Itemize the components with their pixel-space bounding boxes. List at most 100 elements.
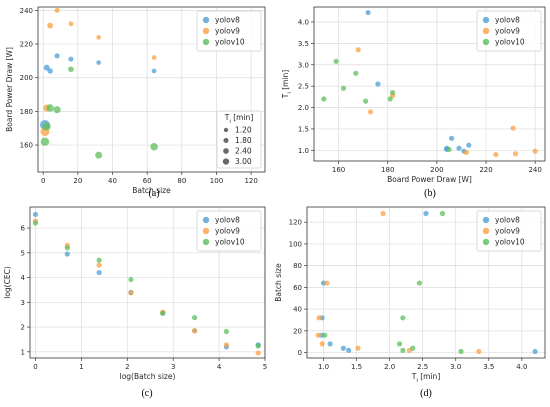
panel-caption: (c) (141, 388, 152, 399)
legend-label-yolov9: yolov9 (215, 227, 240, 236)
data-point-yolov10 (321, 96, 327, 102)
data-point-yolov8 (456, 145, 462, 151)
data-point-yolov10 (396, 341, 403, 347)
data-point-yolov8 (532, 348, 538, 355)
data-point-yolov9 (96, 262, 102, 268)
legend: yolov8 yolov9 yolov10 (476, 210, 542, 252)
x-tick-label: 5 (263, 363, 267, 371)
data-point-yolov8 (54, 53, 60, 59)
y-axis-label: log(CEC) (3, 266, 12, 299)
data-point-yolov8 (346, 347, 352, 353)
data-point-yolov9 (255, 350, 261, 356)
legend-label-yolov8: yolov8 (215, 216, 240, 225)
y-tick-label: 80 (293, 262, 302, 270)
legend-box (476, 210, 542, 252)
data-point-yolov9 (223, 342, 229, 348)
data-point-yolov9 (54, 7, 60, 13)
y-tick-label: 200 (20, 74, 33, 82)
y-tick-label: 1 (21, 348, 25, 356)
axes-frame (313, 6, 546, 162)
size-legend-title-main: T (224, 113, 230, 122)
x-axis-label: Board Power Draw [W] (387, 175, 472, 184)
legend-marker-yolov9 (202, 27, 210, 35)
x-axis-label-suffix: [min] (418, 372, 440, 381)
x-axis-label: Batch size (132, 186, 171, 195)
y-axis-label-main: T (281, 93, 290, 99)
y-tick-label: 40 (293, 306, 302, 314)
data-point-yolov9 (191, 328, 198, 334)
size-legend-marker (223, 127, 229, 133)
data-point-yolov9 (151, 55, 157, 60)
legend-marker-yolov9 (482, 27, 490, 35)
legend-box (476, 10, 542, 52)
panel-b: 160 180 200 220 240 1.0 1.5 2.0 2.5 3.0 3.5 4.0 Boar… (281, 6, 546, 199)
x-tick-label: 3 (171, 363, 175, 371)
data-point-yolov10 (32, 220, 39, 226)
data-point-yolov8 (365, 9, 371, 16)
data-point-yolov8 (47, 68, 53, 74)
data-point-yolov10 (40, 137, 50, 146)
legend-label-yolov9: yolov9 (215, 27, 240, 36)
y-tick-label: 180 (20, 108, 33, 116)
data-point-yolov9 (316, 315, 322, 321)
x-tick-label: 2.0 (384, 363, 395, 371)
data-point-yolov8 (43, 64, 50, 71)
y-axis-label: Board Power Draw [W] (5, 47, 14, 132)
size-legend-label: 3.00 (235, 157, 252, 166)
axes-frame (37, 6, 266, 173)
data-point-yolov10 (322, 332, 328, 338)
size-legend: Ti [min]1.201.802.403.00 (216, 110, 262, 169)
panel-caption: (b) (424, 188, 436, 199)
x-tick-label: 120 (244, 177, 257, 185)
size-legend-title: Ti [min] (224, 113, 254, 125)
data-point-yolov10 (363, 98, 369, 104)
data-point-yolov10 (42, 122, 51, 131)
y-tick-label: 100 (289, 240, 302, 248)
y-tick-label: 2.0 (298, 104, 309, 112)
data-point-yolov10 (387, 96, 393, 102)
data-point-yolov8 (68, 56, 74, 62)
y-tick-label: 1.5 (298, 125, 309, 133)
data-point-yolov10 (333, 58, 339, 64)
y-tick-label: 2.5 (298, 83, 309, 91)
legend-label-yolov10: yolov10 (495, 38, 525, 47)
y-axis-label-suffix: [min] (281, 70, 290, 92)
panel-d: 1.0 1.5 2.0 2.5 3.0 3.5 4.0 0 20 40 60 80 100 120 Ti [… (274, 206, 546, 399)
x-tick-label: 20 (73, 177, 82, 185)
legend-marker-yolov8 (202, 16, 210, 24)
x-tick-label: 1.0 (318, 363, 329, 371)
y-tick-label: 4 (21, 274, 26, 282)
data-point-yolov10 (390, 89, 396, 96)
data-point-yolov10 (353, 70, 359, 76)
panel-a: 0 20 40 60 80 100 120 160 180 200 220 240 Batch size… (5, 6, 266, 199)
y-axis-label: Ti [min] (281, 70, 293, 100)
size-legend-label: 1.80 (235, 136, 252, 145)
legend-label-yolov10: yolov10 (215, 238, 245, 247)
axes-frame (29, 206, 266, 359)
legend-box (196, 210, 262, 252)
x-tick-label: 4.0 (516, 363, 527, 371)
legend-label-yolov10: yolov10 (215, 38, 245, 47)
data-point-yolov9 (512, 151, 519, 157)
data-point-yolov8 (340, 345, 346, 351)
size-legend-marker (223, 148, 229, 154)
legend-marker-yolov8 (202, 216, 210, 224)
panel-caption: (d) (420, 388, 432, 399)
data-point-yolov10 (64, 245, 70, 251)
size-legend-title-sub: i (229, 119, 231, 125)
size-legend-box (216, 110, 262, 169)
x-tick-label: 4 (217, 363, 222, 371)
x-tick-label: 3.0 (450, 363, 461, 371)
data-point-yolov8 (96, 60, 101, 65)
x-tick-label: 220 (479, 166, 492, 174)
x-tick-label: 1.5 (351, 363, 362, 371)
x-tick-label: 2.5 (417, 363, 428, 371)
y-tick-label: 1.0 (298, 147, 309, 155)
x-axis-label-main: T (411, 372, 417, 381)
legend-label-yolov8: yolov8 (495, 16, 520, 25)
y-tick-label: 0 (298, 349, 302, 357)
y-tick-label: 6 (21, 225, 26, 233)
x-tick-label: 2 (125, 363, 129, 371)
data-point-yolov10 (191, 315, 198, 321)
data-point-yolov10 (53, 106, 61, 114)
